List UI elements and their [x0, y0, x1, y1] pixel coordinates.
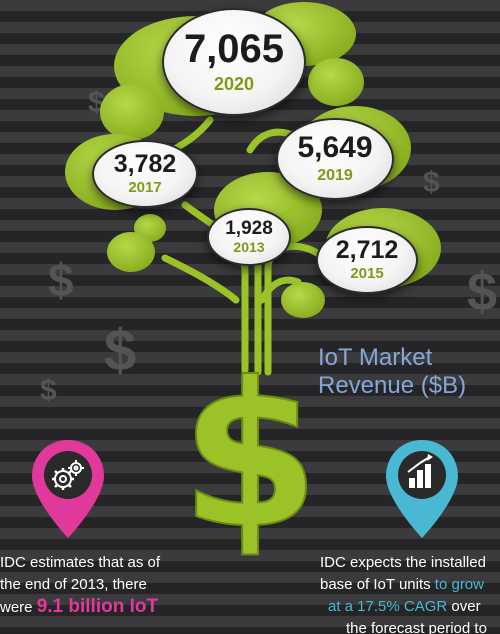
value-bubble-2013: 1,928 2013 [207, 208, 291, 266]
highlight-text: 9.1 billion IoT [36, 596, 159, 617]
bg-dollar-icon: $ [104, 318, 136, 383]
caption-line: the end of 2013, there [0, 576, 147, 593]
value-bubble-2017: 3,782 2017 [92, 140, 198, 208]
svg-text:$: $ [180, 340, 319, 573]
bg-dollar-icon: $ [467, 262, 497, 322]
bg-dollar-icon: $ [423, 166, 440, 199]
caption-line: base of IoT units to grow [320, 574, 500, 596]
caption-text: over [447, 598, 481, 615]
value-bubble-2020: 7,065 2020 [162, 8, 306, 116]
caption-text: were [0, 599, 37, 616]
bg-dollar-icon: $ [40, 374, 57, 407]
location-pin-magenta [32, 440, 104, 538]
highlight-text: to grow [434, 576, 484, 593]
value-bubble-2015: 2,712 2015 [316, 226, 418, 294]
bubble-year: 2017 [128, 178, 162, 196]
bg-dollar-icon: $ [48, 254, 74, 306]
caption-left: IDC estimates that as of the end of 2013… [0, 552, 215, 619]
bubble-value: 7,065 [183, 27, 285, 72]
title-line: IoT Market [318, 344, 433, 371]
bubble-value: 1,928 [225, 217, 273, 239]
caption-line: at a 17.5% CAGR over [320, 596, 500, 618]
title-line: Revenue ($B) [318, 372, 467, 399]
bubble-year: 2015 [350, 264, 384, 282]
bubble-year: 2019 [317, 167, 353, 185]
caption-line: were 9.1 billion IoT [0, 596, 215, 619]
bubble-year: 2020 [213, 74, 255, 95]
gears-icon [52, 460, 84, 490]
chart-title: IoT Market Revenue ($B) [318, 344, 466, 400]
bubble-year: 2013 [233, 238, 265, 255]
bubble-value: 5,649 [297, 131, 373, 165]
caption-text: base of IoT units [320, 576, 435, 593]
caption-right: IDC expects the installed base of IoT un… [320, 552, 500, 634]
value-bubble-2019: 5,649 2019 [276, 118, 394, 200]
bar-chart-icon [407, 454, 433, 488]
bubble-value: 2,712 [335, 235, 399, 264]
bubble-value: 3,782 [113, 149, 177, 178]
location-pin-blue [386, 440, 458, 538]
caption-line: IDC estimates that as of [0, 554, 161, 571]
highlight-text: at a 17.5% CAGR [328, 598, 448, 615]
caption-line: the forecast period to [346, 620, 487, 634]
caption-line: IDC expects the installed [320, 554, 486, 571]
